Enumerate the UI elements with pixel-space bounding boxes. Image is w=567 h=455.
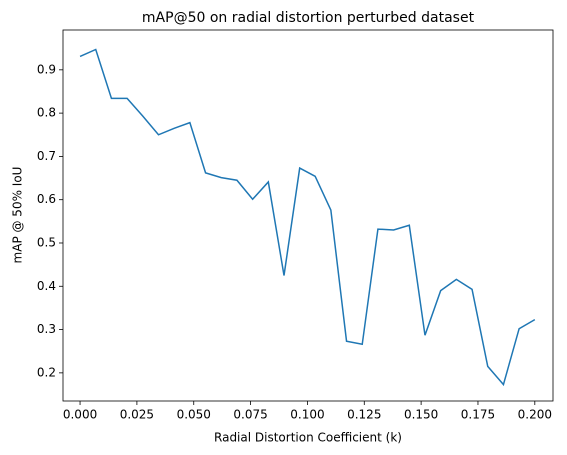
x-tick-label: 0.025 <box>120 408 154 422</box>
x-tick-label: 0.075 <box>233 408 267 422</box>
x-tick-label: 0.100 <box>290 408 324 422</box>
y-tick-label: 0.9 <box>37 62 56 76</box>
x-tick-label: 0.150 <box>404 408 438 422</box>
x-tick-label: 0.125 <box>347 408 381 422</box>
x-tick-label: 0.175 <box>461 408 495 422</box>
x-tick-label: 0.000 <box>63 408 97 422</box>
x-tick-label: 0.050 <box>177 408 211 422</box>
plot-frame <box>62 29 554 402</box>
y-tick-label: 0.3 <box>37 322 56 336</box>
x-axis-label: Radial Distortion Coefficient (k) <box>214 431 402 445</box>
y-tick-label: 0.6 <box>37 192 56 206</box>
y-axis-label: mAP @ 50% IoU <box>11 167 25 264</box>
x-tick-label: 0.200 <box>518 408 552 422</box>
y-tick-label: 0.4 <box>37 279 56 293</box>
y-tick-label: 0.5 <box>37 235 56 249</box>
y-tick-label: 0.7 <box>37 149 56 163</box>
chart-title: mAP@50 on radial distortion perturbed da… <box>142 10 475 26</box>
y-tick-label: 0.2 <box>37 365 56 379</box>
y-tick-label: 0.8 <box>37 106 56 120</box>
line-series <box>79 48 536 387</box>
